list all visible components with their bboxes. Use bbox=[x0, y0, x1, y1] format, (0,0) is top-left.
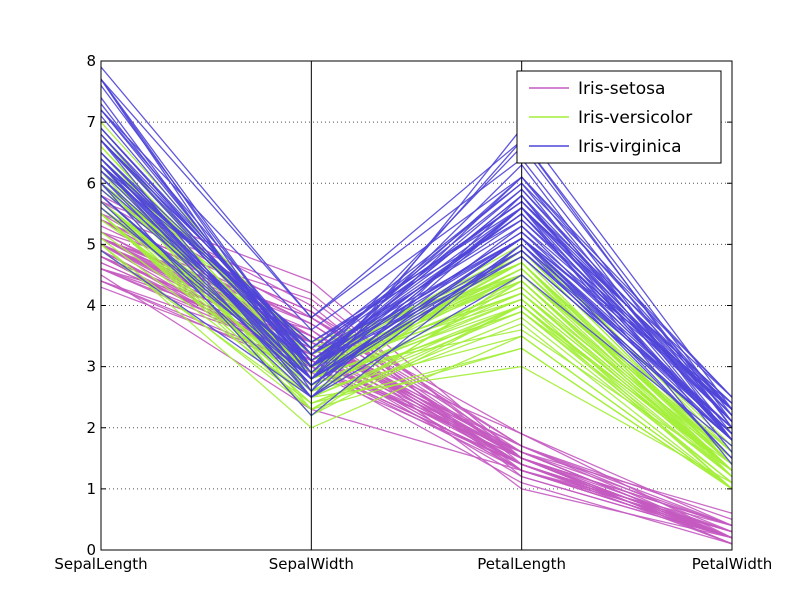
x-tick-label-sepalwidth: SepalWidth bbox=[269, 555, 354, 573]
x-axis: SepalLength SepalWidth PetalLength PetalWid… bbox=[54, 555, 772, 573]
series-line bbox=[100, 140, 733, 404]
y-tick-label: 1 bbox=[86, 480, 96, 498]
series-line bbox=[100, 78, 733, 416]
series-line bbox=[100, 243, 733, 490]
y-tick-label: 4 bbox=[86, 297, 96, 315]
y-axis: 0 1 2 3 4 5 6 7 8 bbox=[86, 52, 732, 559]
x-tick-label-petalwidth: PetalWidth bbox=[692, 555, 773, 573]
y-tick-label: 0 bbox=[86, 541, 96, 559]
y-tick-label: 7 bbox=[86, 113, 96, 131]
series-line bbox=[100, 213, 733, 490]
legend: Iris-setosa Iris-versicolor Iris-virginica bbox=[516, 70, 722, 164]
data-lines bbox=[100, 66, 733, 545]
y-tick-label: 5 bbox=[86, 235, 96, 253]
series-line bbox=[100, 249, 733, 447]
legend-label: Iris-virginica bbox=[578, 137, 682, 157]
legend-label: Iris-versicolor bbox=[578, 108, 692, 128]
series-line bbox=[100, 237, 733, 484]
series-line bbox=[100, 78, 733, 429]
series-line bbox=[100, 188, 733, 441]
y-tick-label: 3 bbox=[86, 358, 96, 376]
series-line bbox=[100, 195, 733, 435]
series-line bbox=[100, 213, 733, 472]
series-line bbox=[100, 109, 733, 398]
series-line bbox=[100, 152, 733, 429]
y-tick-label: 6 bbox=[86, 174, 96, 192]
series-line bbox=[100, 158, 733, 416]
series-line bbox=[100, 140, 733, 398]
y-tick-label: 2 bbox=[86, 419, 96, 437]
series-line bbox=[100, 170, 733, 410]
x-tick-label-sepallength: SepalLength bbox=[54, 555, 147, 573]
series-line bbox=[100, 182, 733, 459]
legend-label: Iris-setosa bbox=[578, 79, 665, 99]
y-tick-label: 8 bbox=[86, 52, 96, 70]
x-tick-label-petallength: PetalLength bbox=[477, 555, 566, 573]
series-iris-virginica bbox=[100, 66, 733, 465]
